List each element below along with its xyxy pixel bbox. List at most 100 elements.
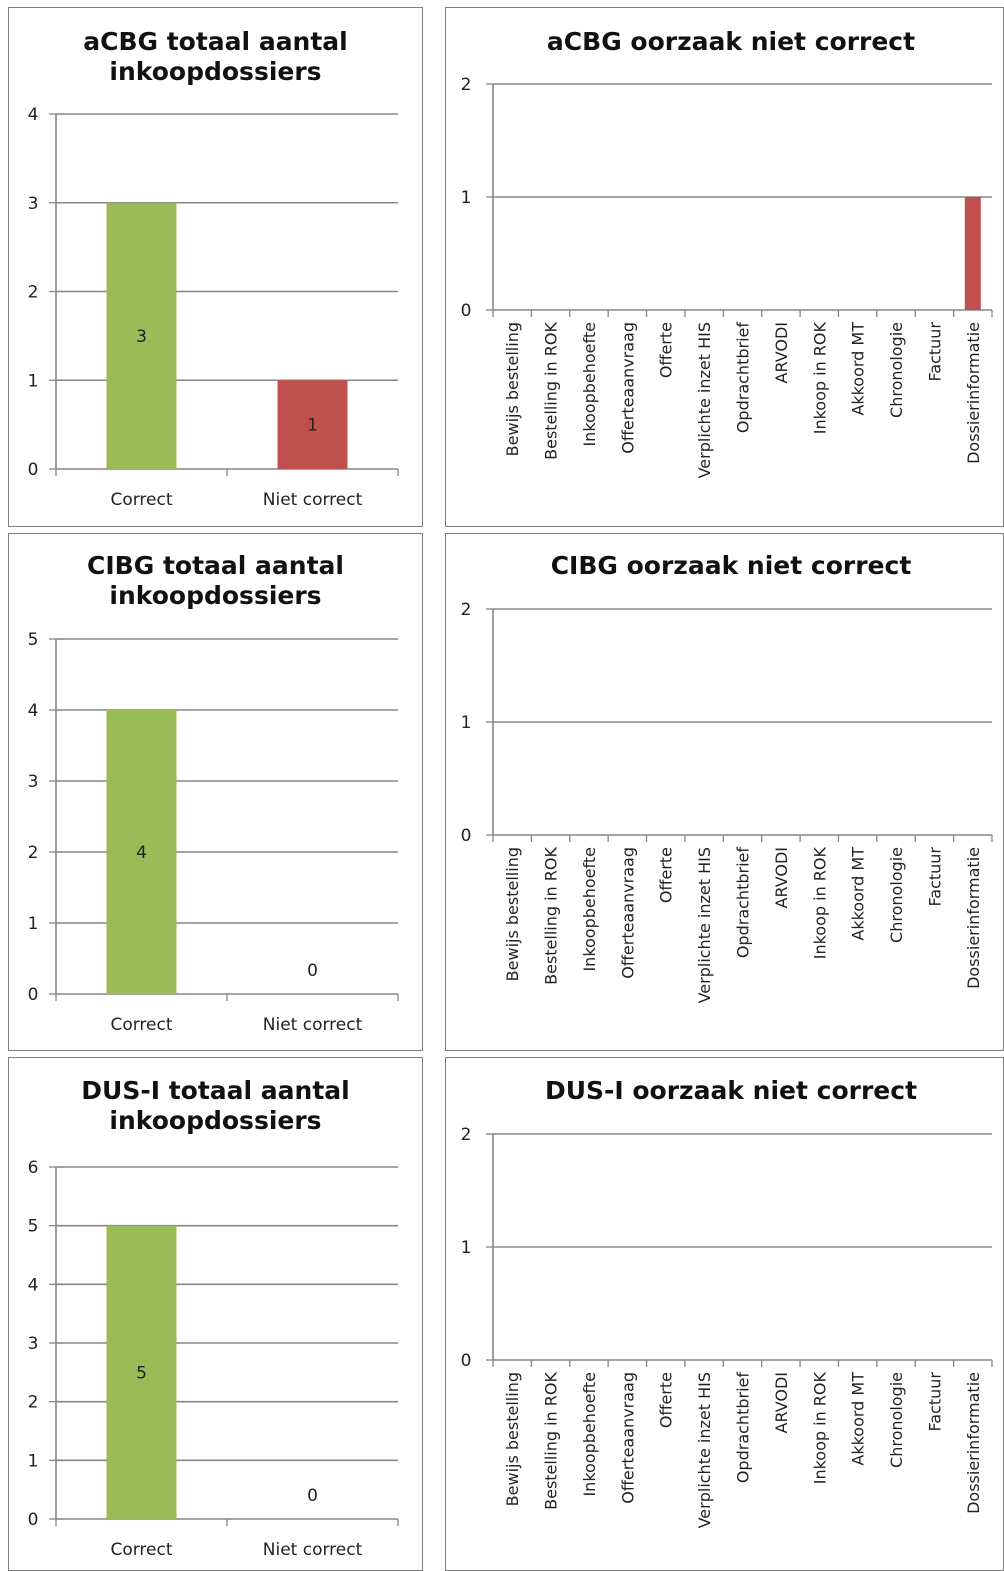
x-category-label: Correct <box>110 1540 172 1560</box>
x-category-label: Correct <box>110 1015 172 1035</box>
y-tick-label: 5 <box>28 630 39 650</box>
x-category-label: Inkoopbehoefte <box>580 1372 599 1497</box>
x-category-label: Chronologie <box>887 1372 906 1468</box>
chart-title-line-1: DUS-I totaal aantal <box>81 1076 349 1105</box>
y-tick-label: 1 <box>461 713 472 733</box>
y-tick-label: 4 <box>28 105 39 125</box>
x-category-label: Akkoord MT <box>849 847 868 941</box>
chart-title-line-1: aCBG totaal aantal <box>83 27 348 56</box>
x-category-label: Bestelling in ROK <box>542 847 561 985</box>
y-tick-label: 2 <box>461 75 472 95</box>
bar-correct <box>106 1225 177 1519</box>
y-tick-label: 1 <box>28 371 39 391</box>
x-category-label: Offerteaanvraag <box>618 1372 637 1504</box>
y-tick-label: 1 <box>28 1451 39 1471</box>
x-category-label: Verplichte inzet HIS <box>695 1372 714 1528</box>
x-category-label: Inkoop in ROK <box>810 846 829 959</box>
data-label: 5 <box>136 1363 147 1383</box>
bar-niet-correct <box>277 380 348 469</box>
chart-title: DUS-I oorzaak niet correct <box>545 1076 917 1105</box>
x-category-label: Bewijs bestelling <box>503 847 522 981</box>
chart-svg: aCBG oorzaak niet correct 0 1 2 Bewijs beste… <box>461 27 993 478</box>
y-tick-label: 1 <box>28 914 39 934</box>
x-category-label: Verplichte inzet HIS <box>695 847 714 1003</box>
x-category-label: Akkoord MT <box>849 1372 868 1466</box>
x-category-label: Dossierinformatie <box>964 322 983 464</box>
x-category-label: Akkoord MT <box>849 322 868 416</box>
data-label: 0 <box>307 961 318 981</box>
y-tick-label: 0 <box>461 301 472 321</box>
chart-title: CIBG oorzaak niet correct <box>551 551 912 580</box>
y-tick-label: 2 <box>461 1125 472 1145</box>
chart-title-line-2: inkoopdossiers <box>109 57 321 86</box>
x-category-label: Opdrachtbrief <box>734 847 753 959</box>
x-category-label: Inkoopbehoefte <box>580 322 599 447</box>
x-category-label: Offerteaanvraag <box>618 322 637 454</box>
x-category-label: ARVODI <box>772 847 791 908</box>
chart-title-line-1: CIBG totaal aantal <box>87 551 344 580</box>
y-tick-label: 2 <box>461 600 472 620</box>
y-tick-label: 3 <box>28 1334 39 1354</box>
x-category-label: Offerteaanvraag <box>618 847 637 979</box>
x-category-label: Offerte <box>657 847 676 903</box>
x-category-label: Chronologie <box>887 847 906 943</box>
y-tick-label: 6 <box>28 1158 39 1178</box>
x-category-label: Bewijs bestelling <box>503 322 522 456</box>
chart-title: aCBG oorzaak niet correct <box>547 27 915 56</box>
y-tick-label: 0 <box>28 1510 39 1530</box>
x-category-label: Opdrachtbrief <box>734 1372 753 1484</box>
bar-correct <box>106 202 177 469</box>
chart-acbg-totaal: aCBG totaal aantal inkoopdossiers 0 1 2 3 4 3 Co… <box>8 7 423 527</box>
y-tick-label: 3 <box>28 772 39 792</box>
x-category-label: ARVODI <box>772 322 791 383</box>
x-category-label: Opdrachtbrief <box>734 322 753 434</box>
x-category-label: Factuur <box>925 1372 944 1432</box>
y-tick-label: 4 <box>28 1275 39 1295</box>
y-tick-label: 2 <box>28 283 39 303</box>
chart-title-line-2: inkoopdossiers <box>109 1106 321 1135</box>
x-category-label: Correct <box>110 490 172 510</box>
x-category-label: Inkoopbehoefte <box>580 847 599 972</box>
x-category-label: Niet correct <box>263 1015 363 1035</box>
data-label: 1 <box>307 416 318 436</box>
y-tick-label: 0 <box>461 826 472 846</box>
y-tick-label: 2 <box>28 1393 39 1413</box>
x-category-label: Verplichte inzet HIS <box>695 322 714 478</box>
x-category-label: Offerte <box>657 1372 676 1428</box>
data-label: 3 <box>136 327 147 347</box>
chart-svg: DUS-I oorzaak niet correct 0 1 2 Bewijs best… <box>461 1076 993 1528</box>
data-label: 0 <box>307 1486 318 1506</box>
x-category-label: Inkoop in ROK <box>810 321 829 434</box>
x-category-label: Bestelling in ROK <box>542 1372 561 1510</box>
y-tick-label: 3 <box>28 194 39 214</box>
x-category-label: Bewijs bestelling <box>503 1372 522 1506</box>
x-category-label: Factuur <box>925 847 944 907</box>
y-tick-label: 0 <box>28 985 39 1005</box>
bar-dossierinformatie <box>964 197 981 310</box>
y-tick-label: 4 <box>28 701 39 721</box>
y-tick-label: 1 <box>461 1238 472 1258</box>
x-category-label: Inkoop in ROK <box>810 1371 829 1484</box>
x-category-label: Chronologie <box>887 322 906 418</box>
y-tick-label: 5 <box>28 1217 39 1237</box>
chart-cibg-oorzaak: CIBG oorzaak niet correct 0 1 2 Bewijs beste… <box>445 533 1004 1051</box>
bar-correct <box>106 710 177 994</box>
y-tick-label: 2 <box>28 843 39 863</box>
chart-svg: CIBG oorzaak niet correct 0 1 2 Bewijs beste… <box>461 551 993 1003</box>
x-category-label: ARVODI <box>772 1372 791 1433</box>
chart-title-line-2: inkoopdossiers <box>109 581 321 610</box>
x-category-label: Niet correct <box>263 1540 363 1560</box>
chart-cibg-totaal: CIBG totaal aantal inkoopdossiers 0 1 2 3 4 5 4 C… <box>8 533 423 1051</box>
y-tick-label: 0 <box>461 1351 472 1371</box>
x-category-label: Factuur <box>925 322 944 382</box>
x-category-label: Dossierinformatie <box>964 847 983 989</box>
y-tick-label: 0 <box>28 460 39 480</box>
chart-acbg-oorzaak: aCBG oorzaak niet correct 0 1 2 Bewijs beste… <box>445 7 1004 527</box>
chart-dusi-oorzaak: DUS-I oorzaak niet correct 0 1 2 Bewijs best… <box>445 1057 1004 1571</box>
chart-dusi-totaal: DUS-I totaal aantal inkoopdossiers 0 1 2 3 4 5 6… <box>8 1057 423 1571</box>
x-category-label: Bestelling in ROK <box>542 322 561 460</box>
x-category-label: Niet correct <box>263 490 363 510</box>
